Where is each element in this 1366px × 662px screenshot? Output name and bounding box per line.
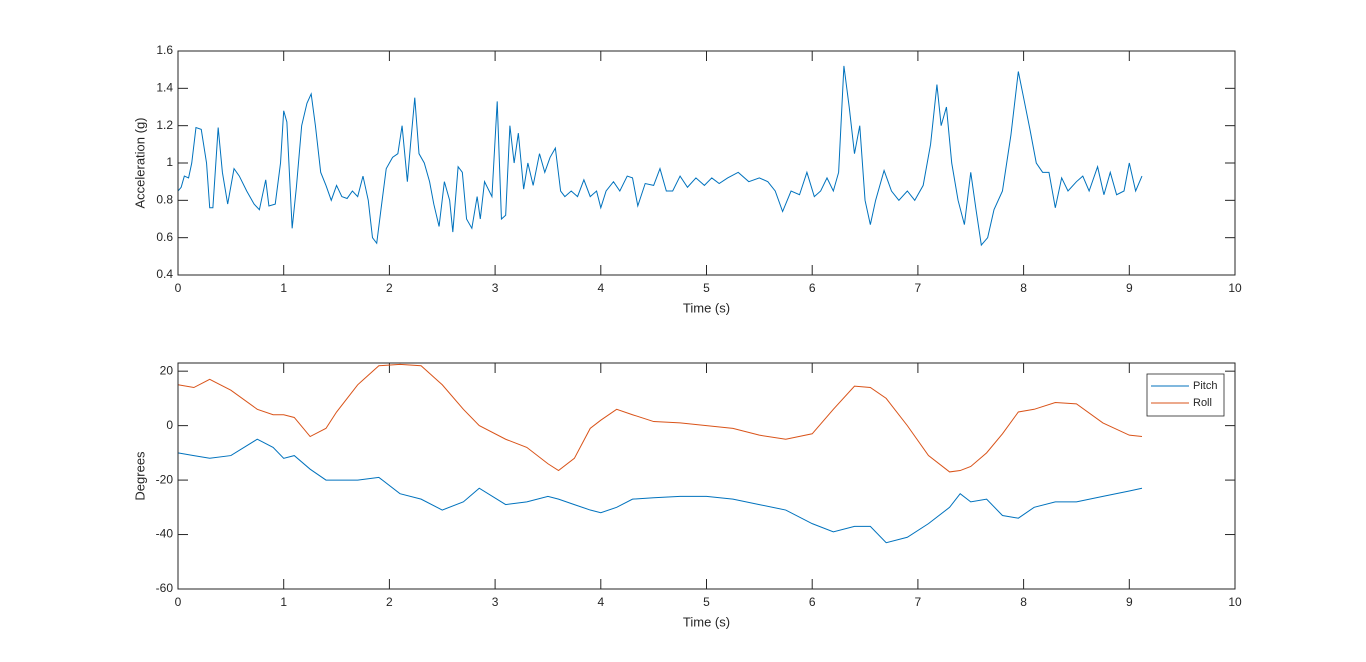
y-tick-label: -60	[156, 581, 174, 595]
x-tick-label: 7	[915, 281, 922, 295]
x-tick-label: 4	[597, 595, 604, 609]
plot-area	[178, 363, 1235, 589]
x-tick-label: 0	[175, 281, 182, 295]
x-axis-label: Time (s)	[683, 614, 730, 629]
y-tick-label: 20	[160, 363, 174, 377]
y-tick-label: 1	[166, 155, 173, 169]
y-tick-label: 0.4	[156, 267, 173, 281]
x-tick-label: 10	[1228, 281, 1242, 295]
x-tick-label: 3	[492, 595, 499, 609]
y-axis-label: Acceleration (g)	[132, 117, 147, 208]
x-tick-label: 8	[1020, 281, 1027, 295]
x-tick-label: 5	[703, 281, 710, 295]
x-tick-label: 2	[386, 595, 393, 609]
axes-box	[177, 362, 1236, 590]
x-tick-label: 6	[809, 595, 816, 609]
y-tick-label: 0	[166, 418, 173, 432]
axes: 0 1 2 3 4 5 6 7 8 9 10 -60 -40 -20 0 20 Time (s) Degrees P…	[132, 362, 1242, 629]
legend-label: Pitch	[1193, 380, 1217, 392]
data-line	[177, 438, 1143, 544]
y-tick-label: 1.4	[156, 81, 173, 95]
x-axis-label: Time (s)	[683, 300, 730, 315]
x-tick-label: 6	[809, 281, 816, 295]
x-tick-label: 4	[597, 281, 604, 295]
data-line	[177, 65, 1143, 247]
y-tick-label: 1.6	[156, 43, 173, 57]
y-tick-label: -40	[156, 527, 174, 541]
x-tick-label: 5	[703, 595, 710, 609]
data-line	[177, 363, 1143, 473]
x-tick-label: 3	[492, 281, 499, 295]
legend-label: Roll	[1193, 397, 1212, 409]
x-tick-label: 0	[175, 595, 182, 609]
plot-area	[178, 51, 1235, 275]
y-tick-label: -20	[156, 472, 174, 486]
legend-box	[1146, 373, 1225, 417]
x-tick-label: 7	[915, 595, 922, 609]
y-tick-label: 0.8	[156, 193, 173, 207]
axes: 0 1 2 3 4 5 6 7 8 9 10 0.4 0.6 0.8 1 1.2 1.4 1.6 Time (s) A…	[132, 43, 1242, 315]
x-tick-label: 8	[1020, 595, 1027, 609]
x-tick-label: 9	[1126, 281, 1133, 295]
x-tick-label: 2	[386, 281, 393, 295]
x-tick-label: 10	[1228, 595, 1242, 609]
x-tick-label: 1	[280, 281, 287, 295]
x-tick-label: 1	[280, 595, 287, 609]
y-tick-label: 1.2	[156, 118, 173, 132]
axes-box	[177, 50, 1236, 276]
y-axis-label: Degrees	[132, 451, 147, 501]
legend: Pitch Roll	[1146, 373, 1225, 417]
y-tick-label: 0.6	[156, 230, 173, 244]
x-tick-label: 9	[1126, 595, 1133, 609]
